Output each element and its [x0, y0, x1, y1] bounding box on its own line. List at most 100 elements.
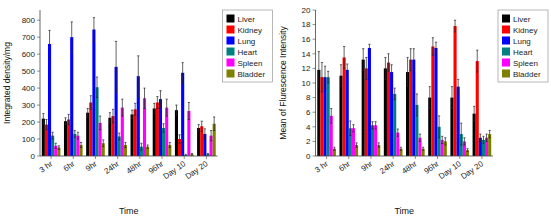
error-bar — [391, 65, 393, 80]
y-tick-label: 16 — [302, 35, 311, 44]
y-tick-label: 10 — [302, 79, 311, 88]
error-bar — [352, 125, 354, 132]
bar — [343, 57, 346, 156]
x-tick — [139, 156, 140, 159]
x-tick — [117, 156, 118, 159]
y-tick — [37, 122, 40, 123]
error-bar — [71, 22, 73, 53]
legend-label: Spleen — [513, 59, 538, 68]
x-tick-label: 24hr — [378, 159, 397, 176]
error-bar — [213, 117, 215, 131]
legend-frame — [498, 10, 548, 82]
error-bar — [324, 66, 326, 88]
error-bar — [68, 114, 70, 124]
y-tick — [313, 10, 316, 11]
x-tick — [348, 156, 349, 159]
x-tick — [162, 156, 163, 159]
error-bar — [365, 57, 367, 79]
error-bar — [178, 135, 180, 143]
error-bar — [131, 110, 133, 118]
error-bar — [435, 42, 437, 54]
error-bar — [479, 134, 481, 141]
y-tick-label: 18 — [302, 20, 311, 29]
bar — [153, 108, 156, 156]
error-bar — [371, 122, 373, 129]
error-bar — [124, 142, 126, 147]
bar — [368, 48, 371, 156]
bar — [371, 125, 374, 156]
legend-frame — [223, 10, 273, 82]
panel: 024681012141618203 hr6hr9hr24hr48hr96hrD… — [278, 6, 549, 216]
error-bar — [451, 87, 453, 109]
figure: 01002003004005006007008003 hr6hr9hr24hr4… — [0, 0, 551, 220]
y-tick-label: 600 — [22, 50, 36, 59]
error-bar — [321, 63, 323, 92]
error-bar — [159, 91, 161, 108]
error-bar — [55, 143, 57, 148]
error-bar — [355, 143, 357, 147]
error-bar — [156, 97, 158, 109]
x-tick-label: 3 hr — [313, 159, 330, 174]
x-axis-label: Time — [119, 206, 139, 216]
error-bar — [118, 133, 120, 140]
legend-label: Bladder — [238, 70, 266, 79]
error-bar — [432, 38, 434, 56]
error-bar — [58, 146, 60, 149]
bar — [175, 110, 178, 156]
y-axis-label: Integrated density/mg — [2, 42, 12, 124]
legend-label: Spleen — [238, 59, 263, 68]
y-tick — [37, 54, 40, 55]
x-tick-label: Day 10 — [437, 159, 463, 181]
y-tick — [37, 37, 40, 38]
plot-marks — [42, 18, 216, 156]
x-tick — [326, 156, 327, 159]
error-bar — [109, 113, 111, 123]
legend-label: Kidney — [238, 26, 262, 35]
bar — [108, 118, 111, 156]
error-bar — [463, 138, 465, 145]
error-bar — [378, 143, 380, 147]
x-axis-line — [40, 156, 218, 157]
bar — [384, 68, 387, 156]
error-bar — [112, 109, 114, 123]
bar — [327, 77, 330, 156]
error-bar — [410, 49, 412, 71]
error-bar — [153, 103, 155, 113]
error-bar — [482, 136, 484, 143]
y-tick — [313, 83, 316, 84]
legend-label: Lung — [238, 37, 256, 46]
error-bar — [42, 114, 44, 124]
error-bar — [422, 147, 424, 150]
error-bar — [441, 136, 443, 143]
error-bar — [201, 121, 203, 131]
x-tick-label: 48hr — [400, 159, 419, 176]
legend-swatch — [502, 59, 510, 67]
bar — [86, 113, 89, 156]
error-bar — [406, 57, 408, 86]
error-bar — [485, 134, 487, 141]
bar — [92, 30, 95, 156]
bar — [365, 68, 368, 156]
error-bar — [77, 132, 79, 139]
legend: LiverKidneyLungHeartSpleenBladder — [223, 10, 273, 82]
legend-swatch — [502, 15, 510, 23]
bar — [131, 114, 134, 156]
legend-swatch — [227, 48, 235, 56]
x-tick-label: Day 10 — [161, 159, 187, 181]
bar — [67, 120, 70, 157]
error-bar — [87, 108, 89, 116]
bar — [476, 61, 479, 156]
y-tick-label: 2 — [306, 137, 311, 146]
error-bar — [362, 49, 364, 71]
x-tick-label: Day 20 — [459, 159, 485, 181]
x-tick — [206, 156, 207, 159]
error-bar — [327, 71, 329, 83]
background — [0, 0, 551, 220]
error-bar — [466, 149, 468, 152]
y-axis-label: Mean of Flurescence Intensity — [278, 26, 288, 140]
y-tick-label: 200 — [22, 118, 36, 127]
error-bar — [64, 118, 66, 125]
x-axis-line — [316, 156, 494, 157]
panel: 01002003004005006007008003 hr6hr9hr24hr4… — [2, 10, 273, 216]
error-bar — [204, 129, 206, 139]
